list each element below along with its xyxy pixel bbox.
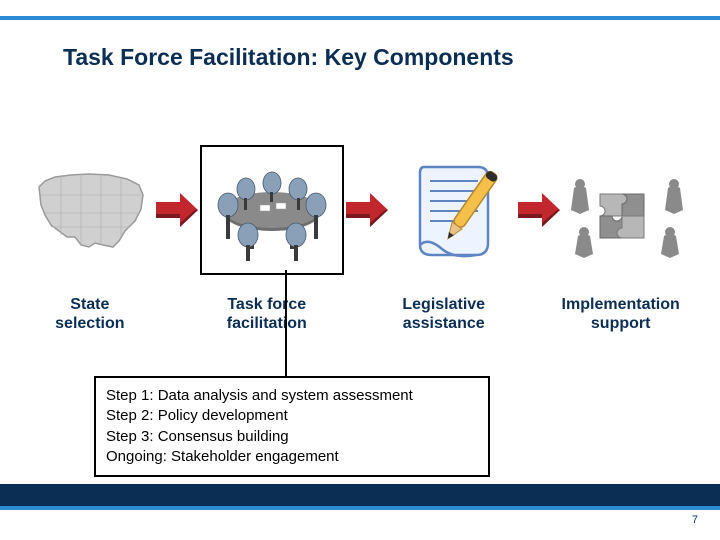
- flow-item-state-selection: [28, 155, 154, 265]
- step-line: Step 3: Consensus building: [106, 427, 478, 447]
- step-line: Ongoing: Stakeholder engagement: [106, 447, 478, 467]
- page-number: 7: [692, 514, 698, 526]
- flow-item-implementation-support: [562, 155, 692, 265]
- process-flow: [28, 140, 692, 280]
- slide-title: Task Force Facilitation: Key Components: [63, 44, 514, 71]
- conference-table-icon: [202, 155, 342, 265]
- slide: Task Force Facilitation: Key Components: [0, 0, 720, 540]
- flow-item-task-force-facilitation: [200, 145, 345, 275]
- flow-arrow-3: [516, 155, 562, 265]
- label-state-selection: Stateselection: [28, 295, 152, 333]
- label-legislative-assistance: Legislativeassistance: [382, 295, 506, 333]
- label-text: Implementationsupport: [562, 296, 680, 332]
- document-pen-icon: [398, 155, 508, 265]
- label-task-force-facilitation: Task forcefacilitation: [195, 295, 338, 333]
- arrow-right-icon: [516, 190, 562, 230]
- step-line: Step 1: Data analysis and system assessm…: [106, 386, 478, 406]
- footer-bar: [0, 484, 720, 506]
- step-line: Step 2: Policy development: [106, 406, 478, 426]
- label-gap: [506, 295, 550, 333]
- arrow-right-icon: [344, 190, 390, 230]
- label-implementation-support: Implementationsupport: [549, 295, 692, 333]
- flow-arrow-1: [154, 155, 200, 265]
- label-text: Task forcefacilitation: [227, 296, 307, 332]
- flow-item-legislative-assistance: [390, 155, 516, 265]
- flow-labels: Stateselection Task forcefacilitation Le…: [28, 295, 692, 333]
- label-gap: [338, 295, 382, 333]
- steps-callout-box: Step 1: Data analysis and system assessm…: [94, 376, 490, 477]
- label-text: Stateselection: [55, 296, 124, 332]
- label-text: Legislativeassistance: [402, 296, 485, 332]
- top-accent-bar: [0, 16, 720, 20]
- arrow-right-icon: [154, 190, 200, 230]
- puzzle-team-icon: [562, 160, 692, 260]
- flow-arrow-2: [344, 155, 390, 265]
- usa-map-icon: [31, 165, 151, 255]
- callout-connector-line: [285, 270, 287, 376]
- label-gap: [152, 295, 196, 333]
